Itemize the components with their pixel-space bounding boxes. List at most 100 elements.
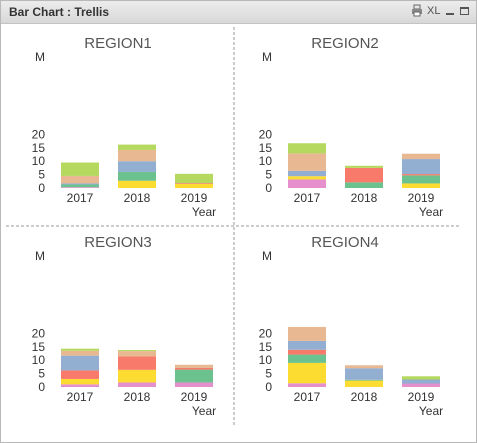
panel-2-y-tick-label: 15 — [259, 141, 273, 155]
panel-4-bar-segment — [345, 365, 383, 369]
panel-1-x-tick-label: 2017 — [67, 191, 94, 205]
panel-3-bar-segment — [118, 350, 156, 352]
panel-4-bar-segment — [288, 383, 326, 387]
minimize-icon[interactable] — [445, 4, 455, 19]
panel-3-y-tick-label: 0 — [38, 380, 45, 394]
panel-3-bar-segment — [118, 356, 156, 370]
panel-2-x-tick-label: 2018 — [351, 191, 378, 205]
panel-1-bar-segment — [61, 187, 99, 188]
panel-1-bar-segment — [61, 184, 99, 188]
panel-2-title: REGION2 — [311, 35, 379, 52]
panel-2-x-axis-label: Year — [419, 205, 443, 219]
panel-1-y-tick-label: 15 — [32, 141, 46, 155]
panel-1-bar-segment — [118, 149, 156, 162]
panel-4-bar-segment — [402, 379, 440, 384]
panel-4-x-tick-label: 2017 — [294, 390, 321, 404]
panel-1-y-tick-label: 0 — [38, 181, 45, 195]
panel-3-title: REGION3 — [84, 234, 152, 251]
panel-1-x-axis-label: Year — [192, 205, 216, 219]
panel-3-x-tick-label: 2019 — [181, 390, 208, 404]
panel-4-y-tick-label: 20 — [259, 326, 273, 340]
panel-2-bar-segment — [288, 153, 326, 171]
panel-3-bar-segment — [175, 367, 213, 370]
window-titlebar: Bar Chart : Trellis XL — [1, 1, 476, 24]
panel-1-y-axis-label: M — [35, 50, 45, 64]
panel-3-y-axis-label: M — [35, 249, 45, 263]
print-icon[interactable] — [411, 4, 423, 19]
panel-2-bar-segment — [402, 175, 440, 184]
panel-2-bar-segment — [288, 176, 326, 180]
panel-4-bar-segment — [402, 383, 440, 387]
panel-2-bar-segment — [288, 179, 326, 188]
panel-2-y-axis-label: M — [262, 50, 272, 64]
panel-3-x-tick-label: 2017 — [67, 390, 94, 404]
panel-3-bar-segment — [61, 348, 99, 351]
panel-4-y-tick-label: 15 — [259, 340, 273, 354]
panel-2-bar-segment — [288, 170, 326, 177]
panel-2-bar-segment — [345, 165, 383, 168]
panel-4-x-tick-label: 2019 — [408, 390, 435, 404]
panel-4-bar-segment — [288, 340, 326, 350]
xl-export-icon[interactable]: XL — [427, 5, 441, 17]
panel-1-title: REGION1 — [84, 35, 152, 52]
panel-1-y-tick-label: 5 — [38, 168, 45, 182]
panel-3-y-tick-label: 10 — [32, 353, 46, 367]
panel-4-x-axis-label: Year — [419, 404, 443, 418]
panel-4-bar-segment — [345, 379, 383, 381]
panel-1-bar-segment — [61, 183, 99, 185]
panel-4-bar-segment — [288, 354, 326, 363]
panel-3-bar-segment — [175, 369, 213, 383]
panel-2-y-tick-label: 20 — [259, 127, 273, 141]
panel-1-bar-segment — [118, 144, 156, 150]
panel-4-y-tick-label: 5 — [265, 367, 272, 381]
panel-2-bar-segment — [345, 167, 383, 183]
panel-3-bar-segment — [175, 382, 213, 387]
panel-3-y-tick-label: 20 — [32, 326, 46, 340]
panel-1-bar-segment — [175, 173, 213, 184]
panel-3-bar-segment — [118, 369, 156, 383]
panel-2-x-tick-label: 2017 — [294, 191, 321, 205]
panel-3-bar-segment — [61, 350, 99, 356]
panel-2-bar-segment — [288, 143, 326, 154]
panel-3-y-tick-label: 5 — [38, 367, 45, 381]
panel-1-bar-segment — [175, 183, 213, 188]
panel-2-bar-segment — [402, 159, 440, 175]
panel-4-bar-segment — [345, 368, 383, 380]
panel-3-bar-segment — [118, 351, 156, 357]
panel-4-y-tick-label: 10 — [259, 353, 273, 367]
panel-2-bar-segment — [402, 153, 440, 160]
panel-4-bar-segment — [288, 362, 326, 384]
panel-3-x-tick-label: 2018 — [124, 390, 151, 404]
panel-1-bar-segment — [61, 162, 99, 176]
panel-1-bar-segment — [118, 171, 156, 181]
panel-1-bar-segment — [61, 175, 99, 184]
panel-3-y-tick-label: 15 — [32, 340, 46, 354]
panel-4-y-axis-label: M — [262, 249, 272, 263]
panel-1-y-tick-label: 10 — [32, 154, 46, 168]
panel-1-bar-segment — [175, 183, 213, 184]
panel-2-y-tick-label: 10 — [259, 154, 273, 168]
maximize-icon[interactable] — [459, 4, 470, 19]
panel-3-bar-segment — [61, 355, 99, 371]
panel-3-bar-segment — [61, 370, 99, 379]
window-title: Bar Chart : Trellis — [9, 5, 110, 19]
panel-1-bar-segment — [118, 161, 156, 172]
panel-3-bar-segment — [61, 378, 99, 385]
panel-2-x-tick-label: 2019 — [408, 191, 435, 205]
panel-4-x-tick-label: 2018 — [351, 390, 378, 404]
panel-2-bar-segment — [345, 182, 383, 188]
panel-1-x-tick-label: 2018 — [124, 191, 151, 205]
panel-2-bar-segment — [402, 174, 440, 176]
panel-2-y-tick-label: 5 — [265, 168, 272, 182]
panel-3-x-axis-label: Year — [192, 404, 216, 418]
panel-4-bar-segment — [288, 349, 326, 355]
panel-2-bar-segment — [402, 183, 440, 188]
panel-3-bar-segment — [175, 364, 213, 368]
panel-1-x-tick-label: 2019 — [181, 191, 208, 205]
panel-3-bar-segment — [118, 382, 156, 387]
panel-4-bar-segment — [402, 376, 440, 380]
panel-2-y-tick-label: 0 — [265, 181, 272, 195]
panel-1-y-tick-label: 20 — [32, 127, 46, 141]
